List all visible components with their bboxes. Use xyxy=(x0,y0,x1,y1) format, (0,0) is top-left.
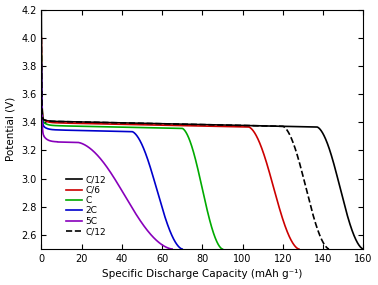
C/12 xyxy=(79,120,84,124)
2C xyxy=(151,177,156,180)
Legend: C/12, C/6, C, 2C, 5C, C/12: C/12, C/6, C, 2C, 5C, C/12 xyxy=(62,172,110,240)
C/6 xyxy=(268,174,273,177)
C/6 xyxy=(39,36,43,39)
C/6 xyxy=(270,180,274,184)
X-axis label: Specific Discharge Capacity (mAh g⁻¹): Specific Discharge Capacity (mAh g⁻¹) xyxy=(102,269,302,280)
C/12 xyxy=(40,93,44,96)
C/12 xyxy=(336,180,341,184)
Line: C/12: C/12 xyxy=(41,12,363,249)
C xyxy=(40,100,44,103)
5C xyxy=(40,112,44,116)
C/12 xyxy=(327,247,332,251)
C/12 xyxy=(39,11,43,14)
C/12 xyxy=(347,220,352,224)
C xyxy=(208,221,212,224)
C/6 xyxy=(42,118,46,121)
2C xyxy=(153,183,158,186)
C/12 xyxy=(361,247,366,251)
2C xyxy=(39,61,43,65)
5C xyxy=(39,61,43,65)
Line: 2C: 2C xyxy=(41,63,182,249)
C/12 xyxy=(313,220,318,224)
2C xyxy=(63,129,68,132)
Line: 5C: 5C xyxy=(41,63,172,249)
Y-axis label: Potential (V): Potential (V) xyxy=(6,97,15,161)
C xyxy=(220,247,225,251)
2C xyxy=(165,221,169,225)
C/6 xyxy=(40,93,44,96)
C/12 xyxy=(302,180,307,183)
C xyxy=(68,124,73,128)
C xyxy=(39,53,43,56)
C/12 xyxy=(41,118,46,121)
5C xyxy=(57,140,62,144)
2C xyxy=(180,247,184,251)
Line: C: C xyxy=(41,55,222,249)
C/6 xyxy=(297,247,301,251)
C xyxy=(199,181,203,184)
C xyxy=(197,175,202,178)
5C xyxy=(170,247,174,251)
C/12 xyxy=(301,174,305,177)
C/6 xyxy=(75,122,80,125)
C/12 xyxy=(40,85,44,88)
5C xyxy=(42,135,47,139)
5C xyxy=(141,224,146,227)
2C xyxy=(40,105,44,109)
Line: C/12: C/12 xyxy=(41,38,329,249)
Line: C/6: C/6 xyxy=(41,38,299,249)
C/12 xyxy=(39,36,43,39)
C/12 xyxy=(335,174,339,177)
5C xyxy=(116,183,121,187)
C/12 xyxy=(41,118,46,121)
C/6 xyxy=(282,220,286,224)
5C xyxy=(119,189,124,192)
C/12 xyxy=(82,120,87,124)
2C xyxy=(42,125,46,129)
C xyxy=(42,121,46,124)
